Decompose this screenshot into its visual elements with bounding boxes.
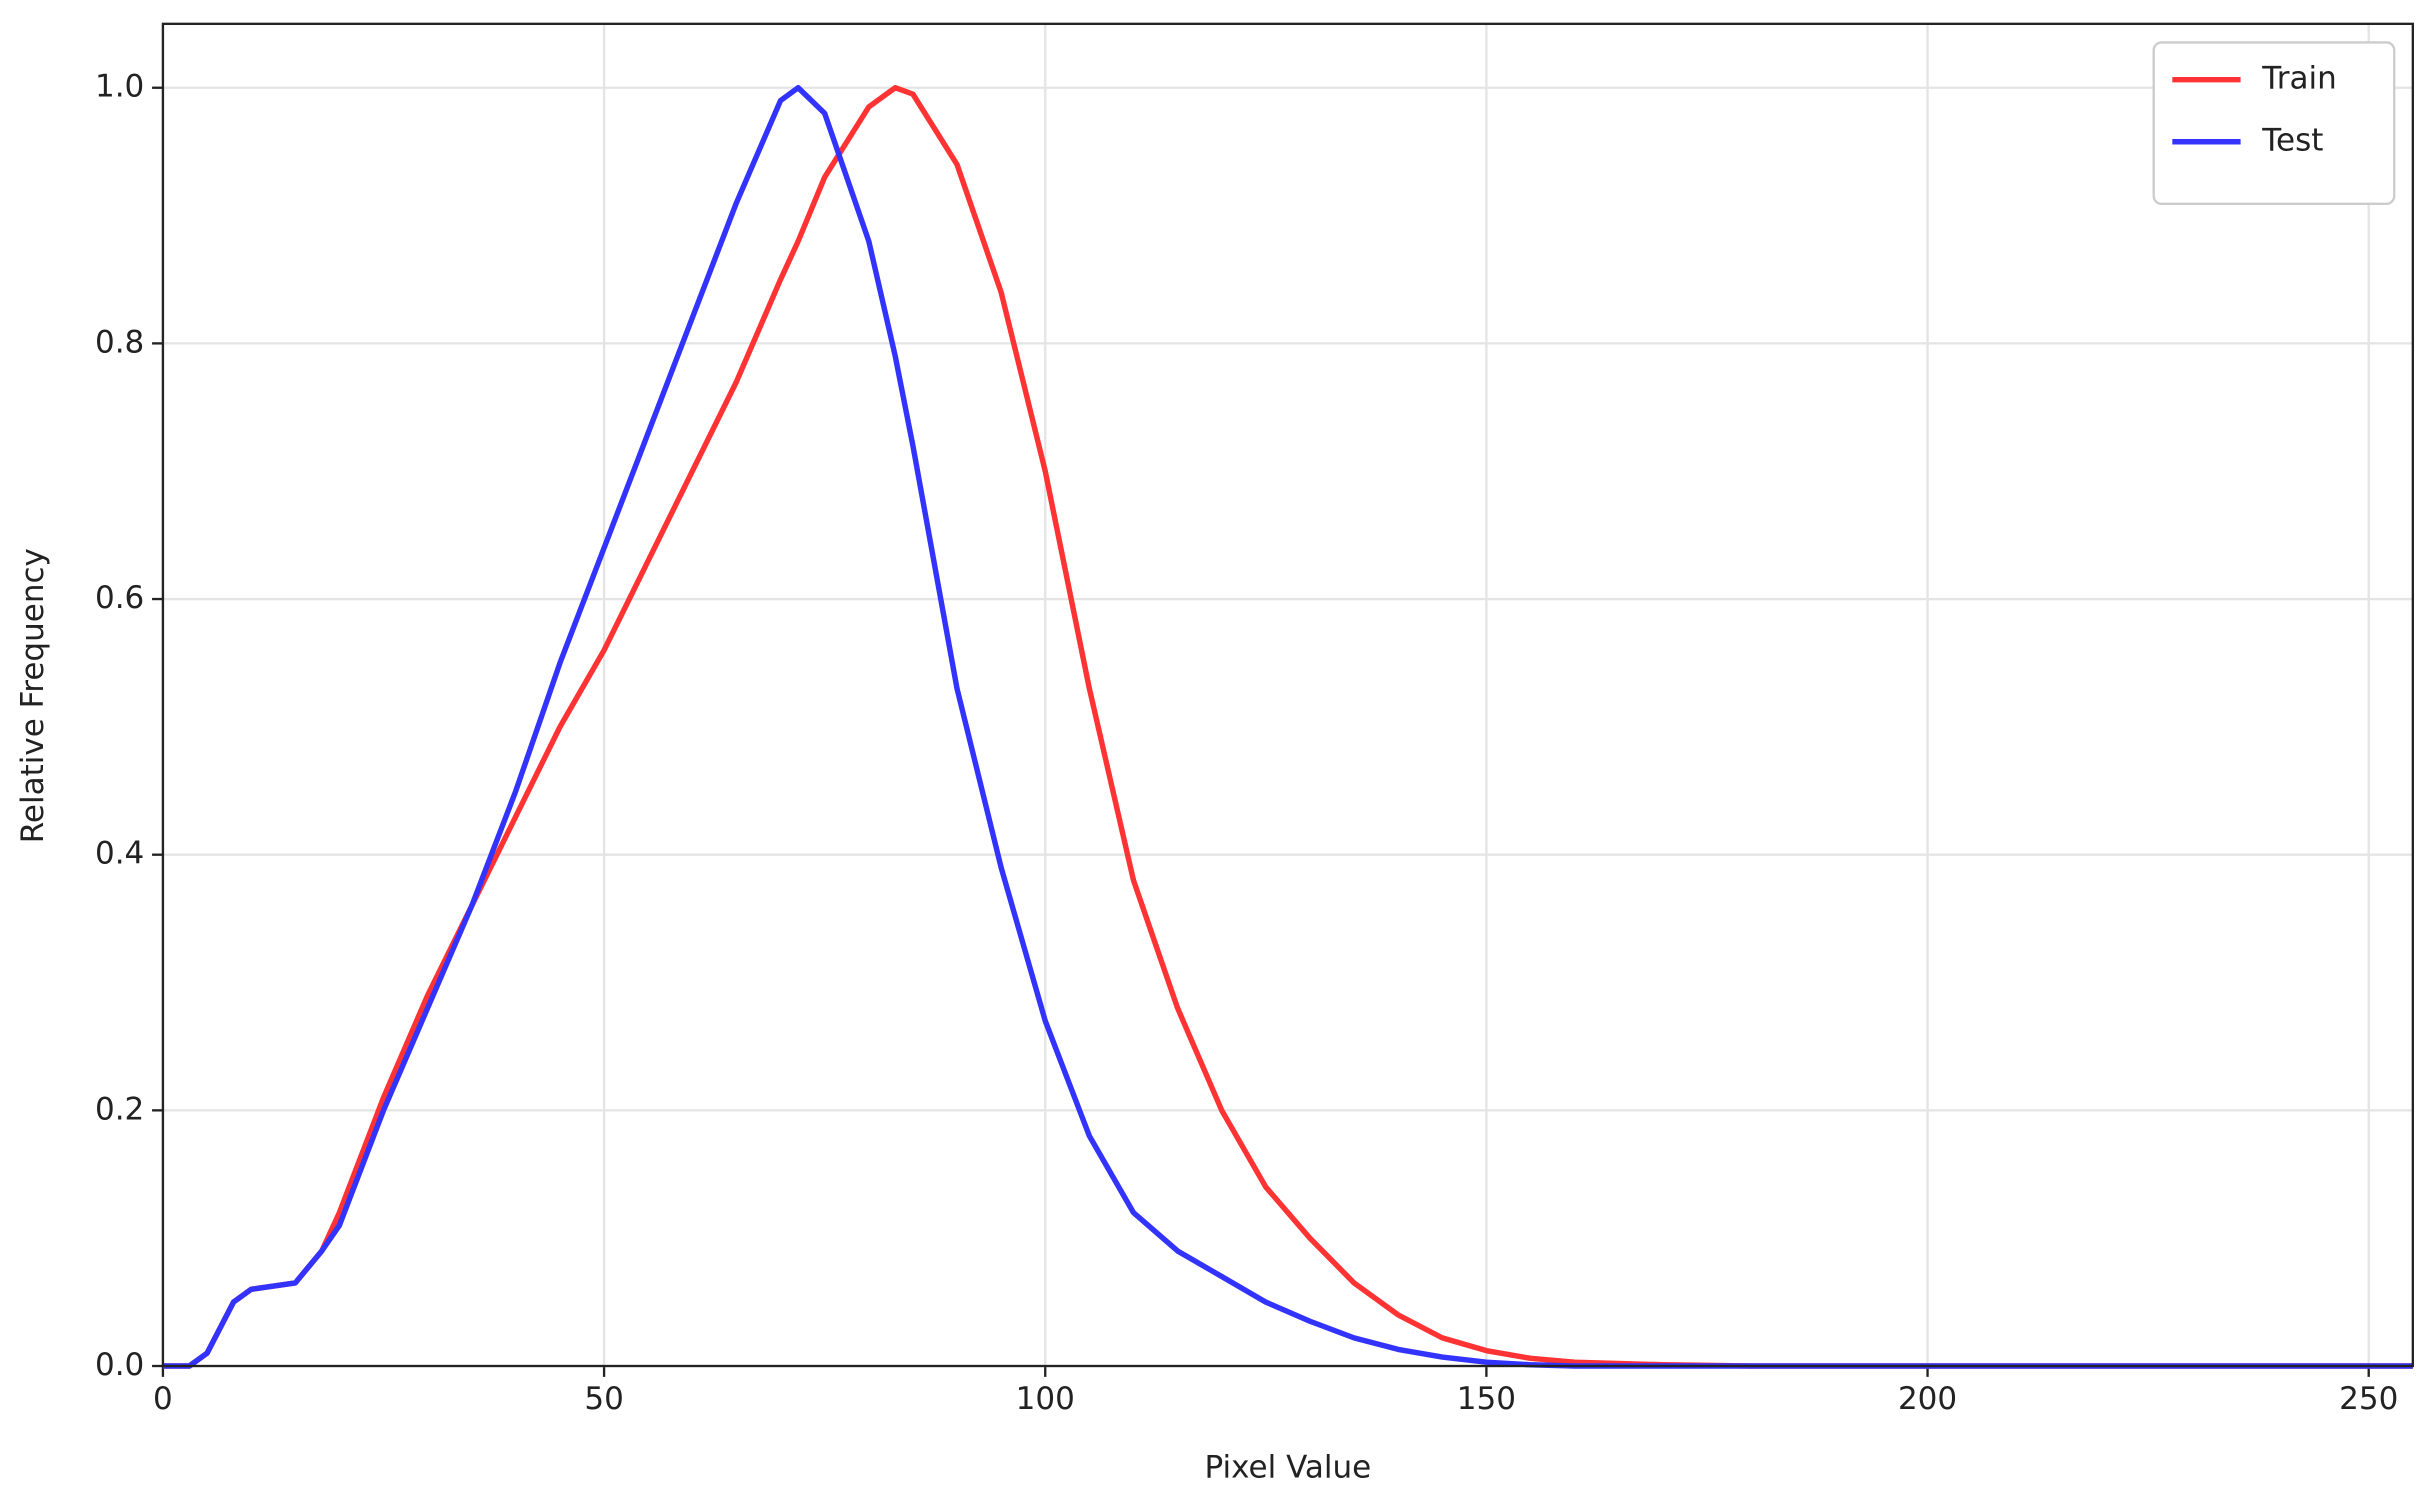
x-tick-label: 100 bbox=[1016, 1381, 1075, 1417]
y-tick-label: 0.8 bbox=[95, 324, 144, 360]
y-tick-label: 0.6 bbox=[95, 580, 144, 616]
legend-box bbox=[2152, 41, 2396, 205]
x-tick-label: 50 bbox=[584, 1381, 623, 1417]
x-tick-label: 200 bbox=[1898, 1381, 1957, 1417]
x-axis-label: Pixel Value bbox=[1204, 1449, 1371, 1485]
x-tick-label: 0 bbox=[153, 1381, 173, 1417]
x-tick-label: 150 bbox=[1457, 1381, 1516, 1417]
y-axis-label: Relative Frequency bbox=[15, 548, 51, 843]
y-tick-label: 0.0 bbox=[95, 1347, 144, 1383]
y-tick-label: 0.4 bbox=[95, 836, 144, 872]
y-tick-label: 0.2 bbox=[95, 1091, 144, 1127]
legend-label: Test bbox=[2261, 123, 2323, 159]
legend-label: Train bbox=[2261, 61, 2336, 97]
data-line bbox=[162, 85, 2413, 1369]
data-line bbox=[162, 85, 2413, 1369]
plot-frame bbox=[161, 22, 2414, 1368]
x-tick-label: 250 bbox=[2339, 1381, 2398, 1417]
y-tick-label: 1.0 bbox=[95, 69, 144, 105]
